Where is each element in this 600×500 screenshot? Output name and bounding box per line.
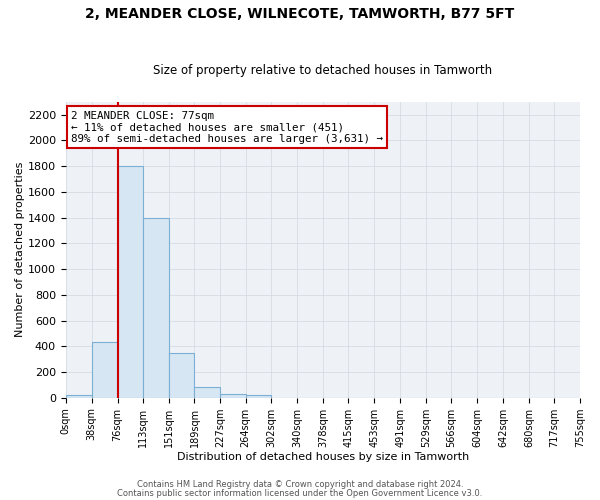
Bar bbox=[92, 342, 118, 398]
Bar bbox=[66, 395, 92, 398]
Title: Size of property relative to detached houses in Tamworth: Size of property relative to detached ho… bbox=[154, 64, 493, 77]
Text: 2 MEANDER CLOSE: 77sqm
← 11% of detached houses are smaller (451)
89% of semi-de: 2 MEANDER CLOSE: 77sqm ← 11% of detached… bbox=[71, 110, 383, 144]
Bar bbox=[118, 166, 143, 398]
Bar bbox=[169, 352, 194, 398]
Y-axis label: Number of detached properties: Number of detached properties bbox=[15, 162, 25, 338]
Bar bbox=[220, 394, 245, 398]
Text: Contains public sector information licensed under the Open Government Licence v3: Contains public sector information licen… bbox=[118, 488, 482, 498]
X-axis label: Distribution of detached houses by size in Tamworth: Distribution of detached houses by size … bbox=[177, 452, 469, 462]
Bar bbox=[194, 388, 220, 398]
Bar bbox=[143, 218, 169, 398]
Text: 2, MEANDER CLOSE, WILNECOTE, TAMWORTH, B77 5FT: 2, MEANDER CLOSE, WILNECOTE, TAMWORTH, B… bbox=[85, 8, 515, 22]
Bar bbox=[245, 395, 271, 398]
Text: Contains HM Land Registry data © Crown copyright and database right 2024.: Contains HM Land Registry data © Crown c… bbox=[137, 480, 463, 489]
